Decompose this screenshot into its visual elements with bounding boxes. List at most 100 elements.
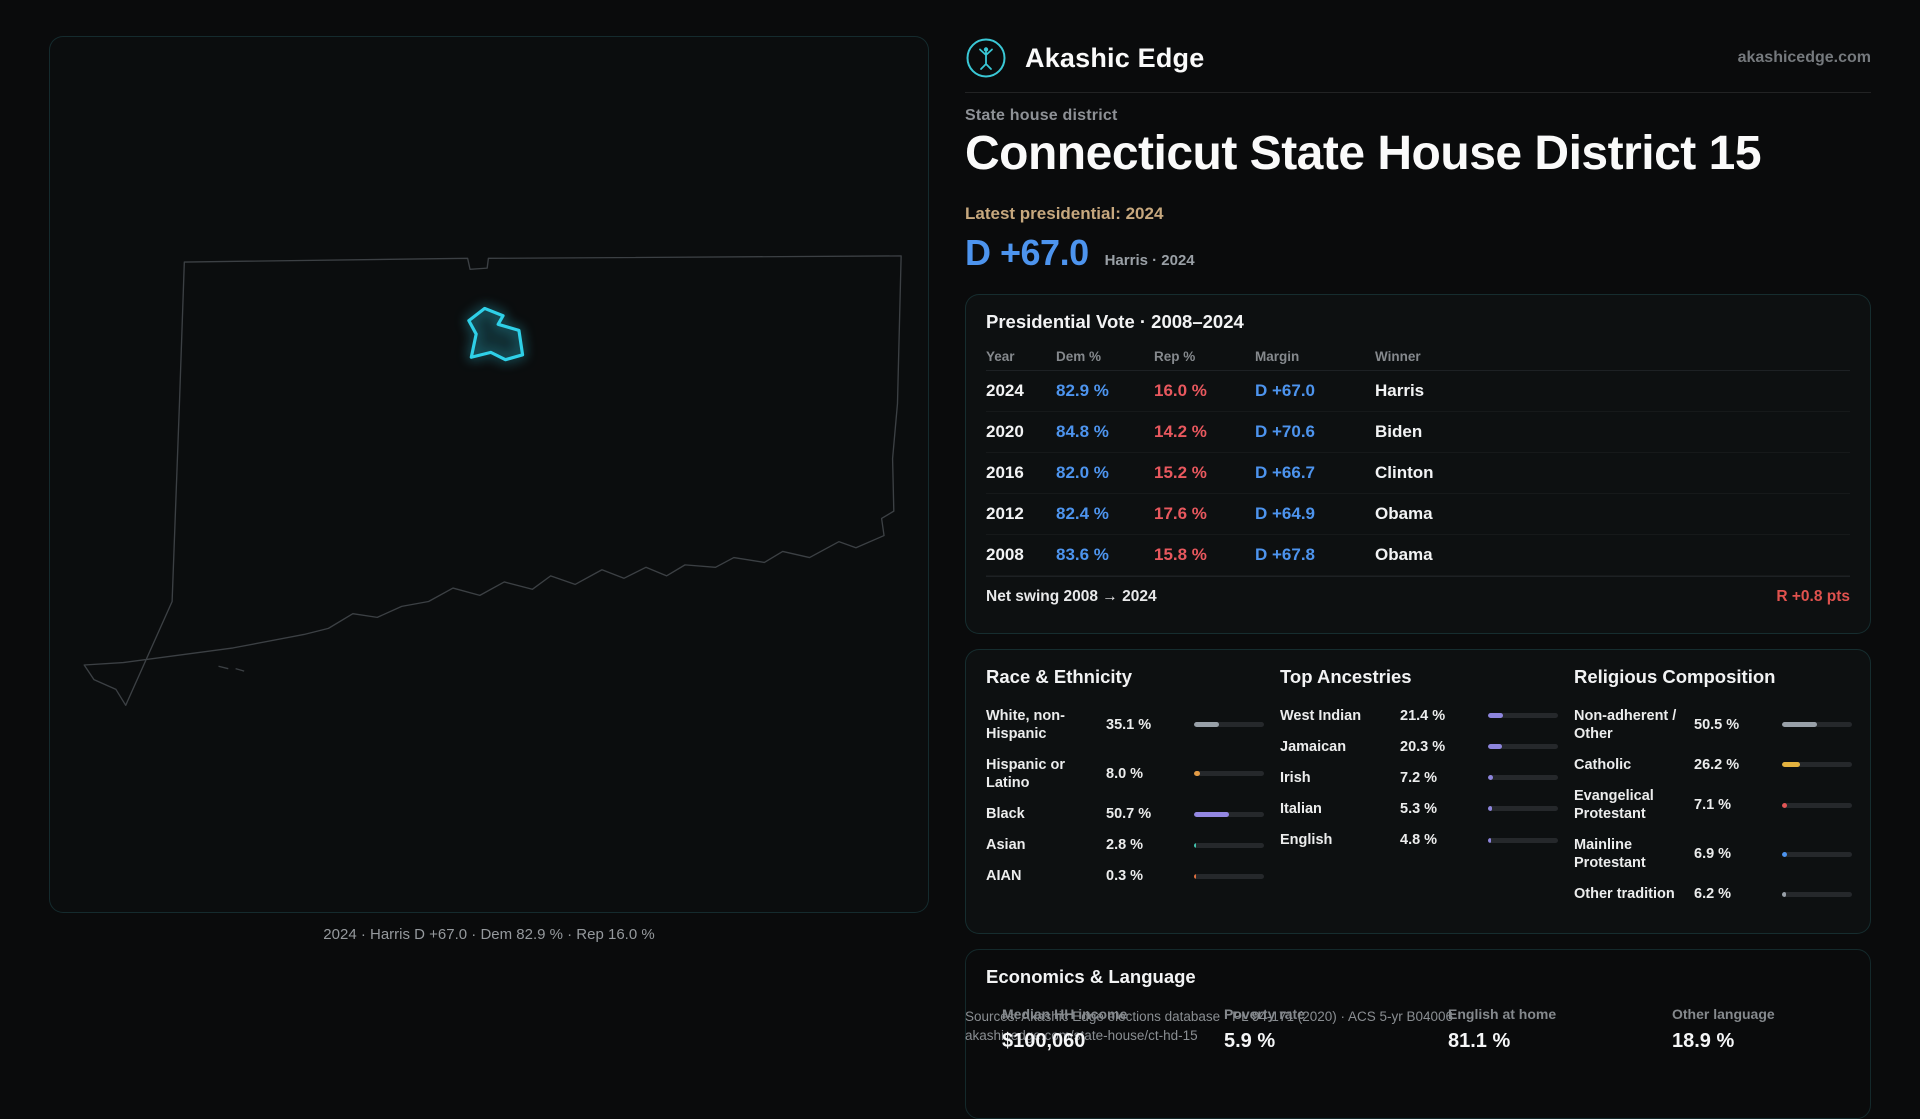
stat-block: Other language 18.9 %: [1672, 1006, 1850, 1053]
state-map: [83, 255, 902, 706]
demo-value: 20.3 %: [1400, 738, 1446, 755]
cell-year: 2024: [986, 381, 1024, 401]
stat-label: Median HH income: [1002, 1006, 1128, 1022]
col-winner: Winner: [1375, 349, 1421, 365]
top-ancestries-rows: West Indian 21.4 % Jamaican 20.3 % Irish 7.2 …: [1280, 700, 1558, 856]
sources: Sources: Akashic Edge elections database…: [965, 1007, 1453, 1045]
cell-dem-pct: 82.9 %: [1056, 381, 1109, 401]
cell-margin: D +70.6: [1255, 422, 1316, 442]
demo-value: 7.2 %: [1400, 769, 1438, 786]
top-ancestries-title: Top Ancestries: [1280, 666, 1412, 687]
demo-value: 5.3 %: [1400, 800, 1438, 817]
demo-bar: [1782, 851, 1852, 857]
demo-value: 4.8 %: [1400, 832, 1438, 849]
demo-value: 6.2 %: [1694, 886, 1732, 903]
demo-row: Evangelical Protestant 7.1 %: [1574, 780, 1852, 829]
stat-block: Median HH income $100,060: [1002, 1006, 1224, 1053]
cell-winner: Clinton: [1375, 463, 1434, 483]
demo-row: White, non-Hispanic 35.1 %: [986, 700, 1264, 749]
demo-value: 35.1 %: [1106, 716, 1152, 733]
demo-bar: [1782, 891, 1852, 897]
demo-bar-fill: [1194, 873, 1196, 879]
cell-year: 2008: [986, 545, 1024, 565]
stat-label: Poverty rate: [1224, 1006, 1305, 1022]
cell-rep-pct: 15.2 %: [1154, 463, 1207, 483]
demo-bar-fill: [1488, 744, 1503, 750]
demo-label: West Indian: [1280, 707, 1362, 724]
stat-value: 81.1 %: [1448, 1030, 1511, 1052]
demographics-card: Race & Ethnicity White, non-Hispanic 35.1…: [965, 649, 1871, 934]
demo-label: Jamaican: [1280, 738, 1347, 755]
demo-bar: [1488, 806, 1558, 812]
demo-bar: [1194, 771, 1264, 777]
demo-row: Other tradition 6.2 %: [1574, 879, 1852, 910]
demo-row: AIAN 0.3 %: [986, 861, 1264, 892]
net-swing-value: R +0.8 pts: [1776, 588, 1850, 606]
presidential-row: 2016 82.0 % 15.2 % D +66.7 Clinton: [986, 453, 1850, 495]
demo-bar-fill: [1194, 771, 1200, 777]
demo-label: Non-adherent / Other: [1574, 707, 1677, 742]
cell-rep-pct: 17.6 %: [1154, 504, 1207, 524]
demo-row: English 4.8 %: [1280, 825, 1558, 856]
race-ethnicity-section: Race & Ethnicity White, non-Hispanic 35.1…: [986, 666, 1264, 910]
header: Akashic Edge akashicedge.com: [965, 35, 1871, 81]
demo-value: 6.9 %: [1694, 846, 1732, 863]
demo-label: Irish: [1280, 769, 1311, 786]
cell-winner: Obama: [1375, 545, 1433, 565]
district-shape[interactable]: [467, 306, 525, 362]
brand-logo-icon: [965, 37, 1007, 79]
demo-value: 7.1 %: [1694, 797, 1732, 813]
cell-rep-pct: 16.0 %: [1154, 381, 1207, 401]
presidential-row: 2012 82.4 % 17.6 % D +64.9 Obama: [986, 494, 1850, 536]
demo-bar-fill: [1488, 775, 1494, 781]
brand-domain-link[interactable]: akashicedge.com: [1737, 49, 1871, 66]
map-panel: [49, 36, 929, 913]
demo-value: 2.8 %: [1106, 837, 1144, 854]
stat-value: $100,060: [1002, 1030, 1086, 1052]
demo-row: Mainline Protestant 6.9 %: [1574, 830, 1852, 879]
island-marks: [218, 665, 245, 672]
presidential-title: Presidential Vote · 2008–2024: [986, 311, 1244, 332]
presidential-row: 2024 82.9 % 16.0 % D +67.0 Harris: [986, 371, 1850, 413]
demo-label: Hispanic or Latino: [986, 756, 1065, 791]
cell-dem-pct: 82.0 %: [1056, 463, 1109, 483]
stat-value: 5.9 %: [1224, 1030, 1276, 1052]
cell-rep-pct: 15.8 %: [1154, 545, 1207, 565]
demo-bar: [1782, 802, 1852, 808]
map-caption: 2024 · Harris D +67.0 · Dem 82.9 % · Rep…: [323, 926, 655, 943]
demo-label: Black: [986, 806, 1025, 822]
demo-row: Jamaican 20.3 %: [1280, 731, 1558, 762]
top-ancestries-section: Top Ancestries West Indian 21.4 % Jamaican…: [1280, 666, 1558, 910]
demo-value: 50.7 %: [1106, 806, 1152, 823]
sources-permalink[interactable]: akashicedge.com/state-house/ct-hd-15: [965, 1028, 1198, 1043]
cell-winner: Obama: [1375, 504, 1433, 524]
presidential-row: 2008 83.6 % 15.8 % D +67.8 Obama: [986, 535, 1850, 577]
page-title: Connecticut State House District 15: [965, 127, 1762, 180]
demo-bar: [1194, 842, 1264, 848]
demo-label: Other tradition: [1574, 886, 1675, 903]
stat-label: Other language: [1672, 1006, 1775, 1022]
col-margin: Margin: [1255, 349, 1300, 365]
presidential-card: Presidential Vote · 2008–2024 Year Dem %…: [965, 294, 1871, 634]
demo-value: 21.4 %: [1400, 707, 1446, 724]
col-dem: Dem %: [1056, 349, 1102, 365]
stat-value: 18.9 %: [1672, 1030, 1735, 1052]
demo-value: 26.2 %: [1694, 756, 1740, 773]
religious-composition-rows: Non-adherent / Other 50.5 % Catholic 26.2 %…: [1574, 700, 1852, 910]
headline-margin: D +67.0: [965, 232, 1089, 273]
demo-bar-fill: [1194, 811, 1230, 817]
stat-block: English at home 81.1 %: [1448, 1006, 1672, 1053]
demo-row: Irish 7.2 %: [1280, 762, 1558, 793]
demo-bar-fill: [1782, 762, 1801, 768]
demo-label: Evangelical Protestant: [1574, 787, 1654, 822]
stat-label: English at home: [1448, 1006, 1557, 1022]
demo-bar-fill: [1488, 806, 1492, 812]
cell-year: 2016: [986, 463, 1024, 483]
col-year: Year: [986, 349, 1015, 365]
demo-row: Non-adherent / Other 50.5 %: [1574, 700, 1852, 749]
demo-label: English: [1280, 832, 1333, 848]
net-swing-row: Net swing 2008 → 2024 R +0.8 pts: [986, 576, 1850, 617]
presidential-row: 2020 84.8 % 14.2 % D +70.6 Biden: [986, 412, 1850, 454]
economics-stats: Median HH income $100,060 Poverty rate 5.9 …: [1002, 1006, 1850, 1053]
demo-row: Hispanic or Latino 8.0 %: [986, 749, 1264, 798]
